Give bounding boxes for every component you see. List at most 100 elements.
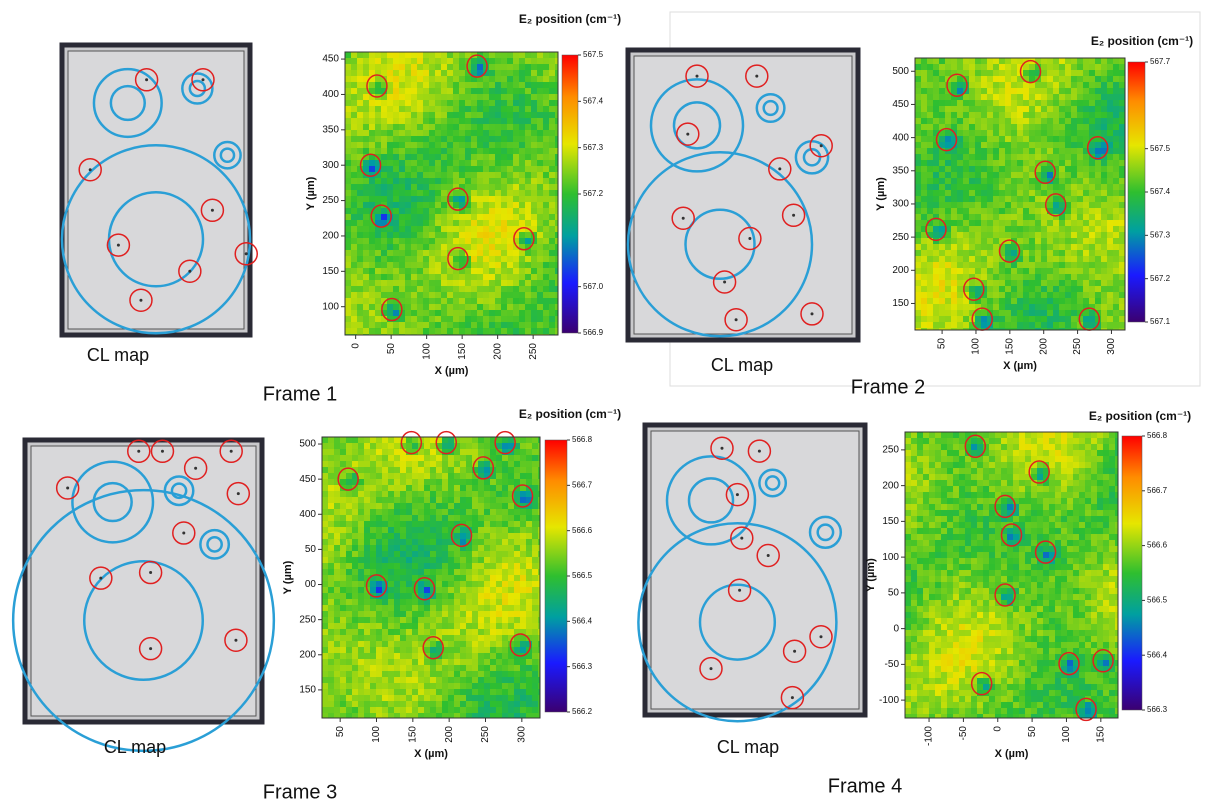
heatmap-cell <box>1053 322 1059 328</box>
heatmap-cell <box>519 106 525 112</box>
heatmap-cell <box>987 274 993 280</box>
heatmap-cell <box>987 214 993 220</box>
heatmap-cell <box>502 455 508 461</box>
heatmap-cell <box>987 136 993 142</box>
heatmap-cell <box>999 154 1005 160</box>
heatmap-cell <box>501 178 507 184</box>
heatmap-cell <box>951 178 957 184</box>
heatmap-cell <box>1119 76 1125 82</box>
heatmap-cell <box>519 148 525 154</box>
heatmap-cell <box>933 76 939 82</box>
heatmap-cell <box>1053 220 1059 226</box>
heatmap-cell <box>502 527 508 533</box>
heatmap-cell <box>945 196 951 202</box>
heatmap-cell <box>436 527 442 533</box>
colorbar-tick-label: 566.9 <box>583 328 604 337</box>
heatmap-cell <box>352 557 358 563</box>
heatmap-cell <box>442 635 448 641</box>
heatmap-cell <box>423 178 429 184</box>
heatmap-cell <box>484 605 490 611</box>
heatmap-cell <box>963 172 969 178</box>
heatmap-cell <box>472 455 478 461</box>
heatmap-cell <box>1083 82 1089 88</box>
heatmap-cell <box>466 509 472 515</box>
heatmap-cell <box>364 539 370 545</box>
heatmap-cell <box>537 124 543 130</box>
heatmap-cell <box>478 503 484 509</box>
heatmap-cell <box>478 587 484 593</box>
heatmap-cell <box>1035 214 1041 220</box>
heatmap-cell <box>411 226 417 232</box>
heatmap-cell <box>987 178 993 184</box>
heatmap-cell <box>351 208 357 214</box>
heatmap-cell <box>495 112 501 118</box>
heatmap-cell <box>519 262 525 268</box>
heatmap-cell <box>363 88 369 94</box>
heatmap-cell <box>412 569 418 575</box>
heatmap-cell <box>525 172 531 178</box>
heatmap-cell <box>399 100 405 106</box>
heatmap-cell <box>1005 172 1011 178</box>
heatmap-cell <box>357 214 363 220</box>
heatmap-cell <box>501 214 507 220</box>
heatmap-cell <box>454 587 460 593</box>
cl-defect <box>188 269 192 273</box>
heatmap-cell <box>381 142 387 148</box>
heatmap-cell <box>1047 166 1053 172</box>
heatmap-cell <box>406 653 412 659</box>
heatmap-cell <box>454 515 460 521</box>
heatmap-cell <box>430 467 436 473</box>
heatmap-cell <box>483 232 489 238</box>
heatmap-cell <box>465 76 471 82</box>
heatmap-cell <box>519 292 525 298</box>
heatmap-cell <box>352 653 358 659</box>
heatmap-cell <box>453 298 459 304</box>
heatmap-cell <box>1083 268 1089 274</box>
heatmap-cell <box>322 641 328 647</box>
heatmap-cell <box>459 190 465 196</box>
heatmap-cell <box>429 316 435 322</box>
heatmap-cell <box>429 286 435 292</box>
heatmap-cell <box>981 196 987 202</box>
heatmap-cell <box>531 178 537 184</box>
heatmap-cell <box>957 196 963 202</box>
heatmap-cell <box>448 545 454 551</box>
heatmap-cell <box>963 244 969 250</box>
heatmap-cell <box>393 262 399 268</box>
heatmap-cell <box>915 238 921 244</box>
heatmap-cell <box>328 485 334 491</box>
heatmap-cell <box>508 455 514 461</box>
heatmap-cell <box>921 286 927 292</box>
heatmap-cell <box>484 647 490 653</box>
heatmap-cell <box>466 557 472 563</box>
heatmap-cell <box>388 545 394 551</box>
heatmap-cell <box>399 88 405 94</box>
heatmap-cell <box>508 653 514 659</box>
heatmap-cell <box>1065 214 1071 220</box>
heatmap-cell <box>429 262 435 268</box>
heatmap-cell <box>351 154 357 160</box>
heatmap-cell <box>358 623 364 629</box>
heatmap-cell <box>1029 142 1035 148</box>
heatmap-cell <box>1059 220 1065 226</box>
heatmap-cell <box>435 274 441 280</box>
heatmap-cell <box>448 641 454 647</box>
heatmap-cell <box>399 64 405 70</box>
heatmap-cell <box>435 166 441 172</box>
heatmap-cell <box>352 635 358 641</box>
heatmap-cell <box>915 106 921 112</box>
heatmap-cell <box>465 166 471 172</box>
heatmap-cell <box>537 64 543 70</box>
heatmap-cell <box>555 280 558 286</box>
heatmap-cell <box>1017 298 1023 304</box>
heatmap-cell <box>1023 124 1029 130</box>
heatmap-cell <box>945 64 951 70</box>
heatmap-cell <box>969 82 975 88</box>
heatmap-cell <box>1065 208 1071 214</box>
heatmap-cell <box>453 328 459 334</box>
heatmap-cell <box>1017 172 1023 178</box>
heatmap-cell <box>370 503 376 509</box>
heatmap-cell <box>424 509 430 515</box>
heatmap-cell <box>466 611 472 617</box>
heatmap-cell <box>993 310 999 316</box>
